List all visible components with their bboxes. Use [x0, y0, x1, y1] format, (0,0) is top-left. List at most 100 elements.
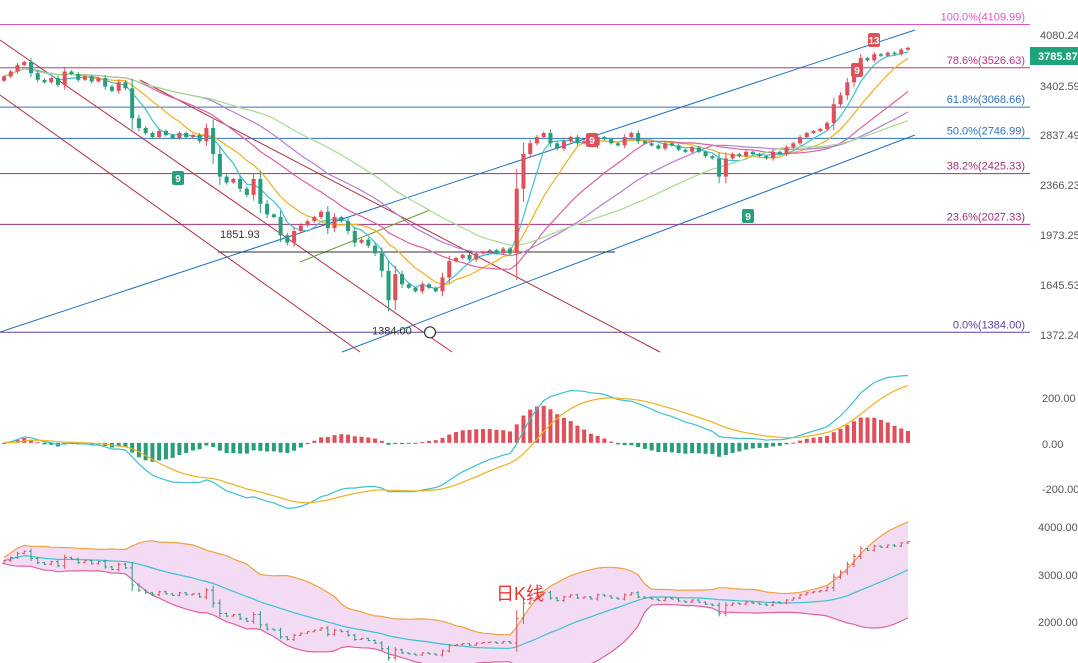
candle-body	[265, 203, 270, 215]
macd-histogram-bar	[784, 442, 789, 445]
macd-histogram-bar	[534, 406, 539, 443]
last-price-tag-text: 3785.87	[1038, 51, 1078, 63]
candle-body	[825, 123, 830, 130]
fib-label-1: 78.6%(3526.63)	[947, 55, 1025, 67]
bollinger-panel: 4000.00 3000.00 2000.00	[2, 521, 1078, 663]
macd-histogram-bar	[514, 424, 519, 443]
macd-histogram-bar	[905, 430, 911, 443]
ma-30-line	[3, 68, 909, 257]
macd-histogram-bar	[683, 442, 688, 454]
support-line	[299, 209, 431, 263]
macd-histogram-bar	[386, 442, 391, 445]
candle-body	[346, 221, 351, 232]
macd-histogram-bar	[568, 421, 573, 443]
macd-histogram-bar	[602, 438, 607, 443]
candle-body	[561, 141, 566, 149]
macd-histogram-bar	[676, 442, 681, 454]
candle-body	[467, 254, 472, 260]
candle-body	[298, 225, 303, 232]
macd-histogram-bar	[696, 442, 701, 454]
macd-panel: 200.00 0.00 -200.00	[1, 374, 1078, 509]
candle-body	[885, 52, 890, 56]
macd-histogram-bar	[393, 442, 398, 445]
candle-body	[271, 214, 276, 218]
candle-body	[433, 287, 438, 292]
candle-body	[798, 137, 803, 144]
candle-body	[750, 151, 755, 154]
candle-body	[534, 137, 539, 144]
macd-histogram-bar	[507, 431, 512, 443]
td-marker-bg	[586, 133, 598, 147]
downtrend-upper-line	[0, 39, 453, 353]
macd-axis-tick: -200.00	[1042, 484, 1078, 496]
macd-histogram-bar	[453, 432, 459, 443]
macd-histogram-bar	[49, 442, 54, 445]
macd-histogram-bar	[460, 430, 465, 443]
candle-body	[683, 149, 688, 152]
candle-body	[764, 156, 769, 159]
candle-body	[582, 141, 587, 144]
td-marker-label: 13	[868, 36, 880, 47]
candle-body	[663, 143, 668, 149]
fib-label-6: 0.0%(1384.00)	[953, 319, 1025, 331]
macd-histogram-bar	[217, 442, 222, 451]
candle-body	[460, 254, 465, 258]
candle-body	[231, 178, 236, 183]
annotation-low-label: 1384.00	[372, 325, 412, 337]
candle-body	[116, 82, 121, 91]
candle-body	[440, 277, 445, 292]
candle-body	[285, 235, 290, 243]
fib-label-3: 50.0%(2746.99)	[947, 125, 1025, 137]
macd-histogram-bar	[163, 442, 168, 460]
macd-histogram-bar	[609, 441, 614, 443]
candle-body	[609, 139, 614, 144]
macd-histogram-bar	[663, 442, 668, 453]
candle-body	[89, 76, 94, 82]
candle-body	[413, 287, 418, 292]
candle-body	[28, 61, 34, 74]
candle-body	[386, 270, 391, 301]
fib-label-2: 61.8%(3068.66)	[947, 94, 1025, 106]
macd-histogram-bar	[575, 425, 580, 443]
candle-body	[157, 131, 162, 138]
price-axis-tick: 1645.53	[1040, 280, 1078, 292]
candle-body	[474, 253, 479, 260]
macd-histogram-bar	[251, 442, 256, 451]
macd-histogram-bar	[197, 442, 202, 450]
macd-histogram-bar	[130, 442, 135, 453]
candle-body	[224, 176, 229, 183]
macd-histogram-bar	[184, 442, 189, 454]
candle-body	[204, 128, 209, 142]
macd-histogram-bar	[764, 442, 769, 448]
macd-histogram-bar	[312, 440, 317, 443]
macd-histogram-bar	[244, 442, 249, 454]
macd-histogram-bar	[582, 429, 587, 443]
candle-body	[744, 151, 749, 157]
price-axis-tick: 1372.24	[1040, 330, 1078, 342]
macd-histogram-bar	[190, 442, 195, 451]
candle-body	[494, 250, 499, 254]
candle-body	[325, 211, 330, 229]
macd-histogram-bar	[561, 417, 566, 443]
macd-histogram-bar	[669, 442, 674, 453]
macd-histogram-bar	[588, 433, 593, 443]
candle-body	[669, 143, 674, 146]
candle-body	[197, 135, 202, 142]
candle-body	[568, 137, 573, 142]
macd-histogram-bar	[521, 415, 526, 443]
candle-body	[656, 145, 661, 149]
candle-body	[528, 143, 533, 154]
macd-histogram-bar	[319, 437, 324, 443]
candle-body	[339, 217, 344, 222]
candle-body	[447, 261, 452, 278]
candlesticks	[1, 46, 911, 312]
bollinger-axis-tick: 2000.00	[1038, 617, 1078, 629]
macd-histogram-bar	[143, 442, 148, 461]
price-axis-tick: 2837.49	[1040, 130, 1078, 142]
bollinger-lower-line	[3, 563, 909, 663]
macd-histogram-bar	[710, 442, 715, 455]
downtrend-lower-line	[0, 94, 361, 353]
macd-histogram-bar	[750, 442, 755, 449]
macd-histogram-bar	[541, 405, 546, 443]
chart-watermark: 日K线	[496, 584, 544, 604]
